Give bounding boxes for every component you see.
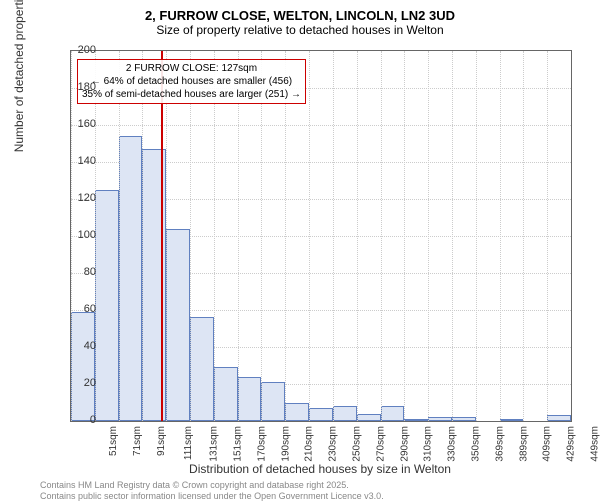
histogram-bar xyxy=(428,417,452,421)
grid-line xyxy=(452,51,453,421)
annotation-box: 2 FURROW CLOSE: 127sqm← 64% of detached … xyxy=(77,59,306,104)
marker-line xyxy=(161,51,163,421)
histogram-bar xyxy=(119,136,143,421)
y-tick-label: 60 xyxy=(66,303,96,315)
y-axis-label: Number of detached properties xyxy=(12,0,26,152)
grid-line xyxy=(214,51,215,421)
x-tick-label: 270sqm xyxy=(375,426,386,462)
x-axis-label: Distribution of detached houses by size … xyxy=(70,462,570,476)
x-tick-label: 210sqm xyxy=(304,426,315,462)
grid-line xyxy=(71,125,571,126)
plot-area: 2 FURROW CLOSE: 127sqm← 64% of detached … xyxy=(70,50,572,422)
histogram-bar xyxy=(452,417,476,421)
histogram-bar xyxy=(381,406,405,421)
x-tick-label: 409sqm xyxy=(542,426,553,462)
x-tick-label: 71sqm xyxy=(132,426,143,456)
grid-line xyxy=(309,51,310,421)
histogram-bar xyxy=(285,403,309,422)
histogram-bar xyxy=(71,312,95,421)
histogram-bar xyxy=(95,190,119,421)
x-tick-label: 449sqm xyxy=(590,426,600,462)
grid-line xyxy=(357,51,358,421)
grid-line xyxy=(404,51,405,421)
histogram-bar xyxy=(214,367,238,421)
x-tick-label: 250sqm xyxy=(352,426,363,462)
histogram-bar xyxy=(500,419,524,421)
chart-title: 2, FURROW CLOSE, WELTON, LINCOLN, LN2 3U… xyxy=(0,0,600,23)
x-tick-label: 350sqm xyxy=(471,426,482,462)
x-tick-label: 290sqm xyxy=(399,426,410,462)
histogram-bar xyxy=(166,229,190,421)
x-tick-label: 111sqm xyxy=(183,426,194,460)
grid-line xyxy=(119,51,120,421)
x-tick-label: 369sqm xyxy=(494,426,505,462)
grid-line xyxy=(333,51,334,421)
x-tick-label: 51sqm xyxy=(108,426,119,456)
annotation-line: ← 64% of detached houses are smaller (45… xyxy=(82,75,301,88)
y-tick-label: 160 xyxy=(66,118,96,130)
y-tick-label: 120 xyxy=(66,192,96,204)
histogram-bar xyxy=(261,382,285,421)
x-tick-label: 190sqm xyxy=(280,426,291,462)
histogram-bar xyxy=(357,414,381,421)
grid-line xyxy=(238,51,239,421)
histogram-bar xyxy=(547,415,571,421)
histogram-bar xyxy=(333,406,357,421)
grid-line xyxy=(428,51,429,421)
x-tick-label: 230sqm xyxy=(328,426,339,462)
grid-line xyxy=(476,51,477,421)
grid-line xyxy=(190,51,191,421)
chart-container: 2, FURROW CLOSE, WELTON, LINCOLN, LN2 3U… xyxy=(0,0,600,500)
x-tick-label: 429sqm xyxy=(566,426,577,462)
y-tick-label: 140 xyxy=(66,155,96,167)
annotation-line: 35% of semi-detached houses are larger (… xyxy=(82,88,301,101)
x-tick-label: 389sqm xyxy=(518,426,529,462)
histogram-bar xyxy=(404,419,428,421)
grid-line xyxy=(285,51,286,421)
x-tick-label: 170sqm xyxy=(256,426,267,462)
y-tick-label: 100 xyxy=(66,229,96,241)
y-tick-label: 80 xyxy=(66,266,96,278)
x-tick-label: 91sqm xyxy=(156,426,167,456)
x-tick-label: 131sqm xyxy=(209,426,220,462)
y-tick-label: 180 xyxy=(66,81,96,93)
histogram-bar xyxy=(309,408,333,421)
y-tick-label: 0 xyxy=(66,414,96,426)
grid-line xyxy=(500,51,501,421)
grid-line xyxy=(142,51,143,421)
grid-line xyxy=(381,51,382,421)
histogram-bar xyxy=(238,377,262,421)
y-tick-label: 200 xyxy=(66,44,96,56)
x-tick-label: 330sqm xyxy=(447,426,458,462)
chart-subtitle: Size of property relative to detached ho… xyxy=(0,23,600,41)
y-tick-label: 40 xyxy=(66,340,96,352)
histogram-bar xyxy=(190,317,214,421)
y-tick-label: 20 xyxy=(66,377,96,389)
grid-line xyxy=(166,51,167,421)
x-tick-label: 310sqm xyxy=(423,426,434,462)
grid-line xyxy=(547,51,548,421)
footer-credits: Contains HM Land Registry data © Crown c… xyxy=(40,480,384,502)
annotation-line: 2 FURROW CLOSE: 127sqm xyxy=(82,62,301,75)
x-tick-label: 151sqm xyxy=(233,426,244,462)
grid-line xyxy=(523,51,524,421)
footer-line-1: Contains HM Land Registry data © Crown c… xyxy=(40,480,384,491)
grid-line xyxy=(261,51,262,421)
